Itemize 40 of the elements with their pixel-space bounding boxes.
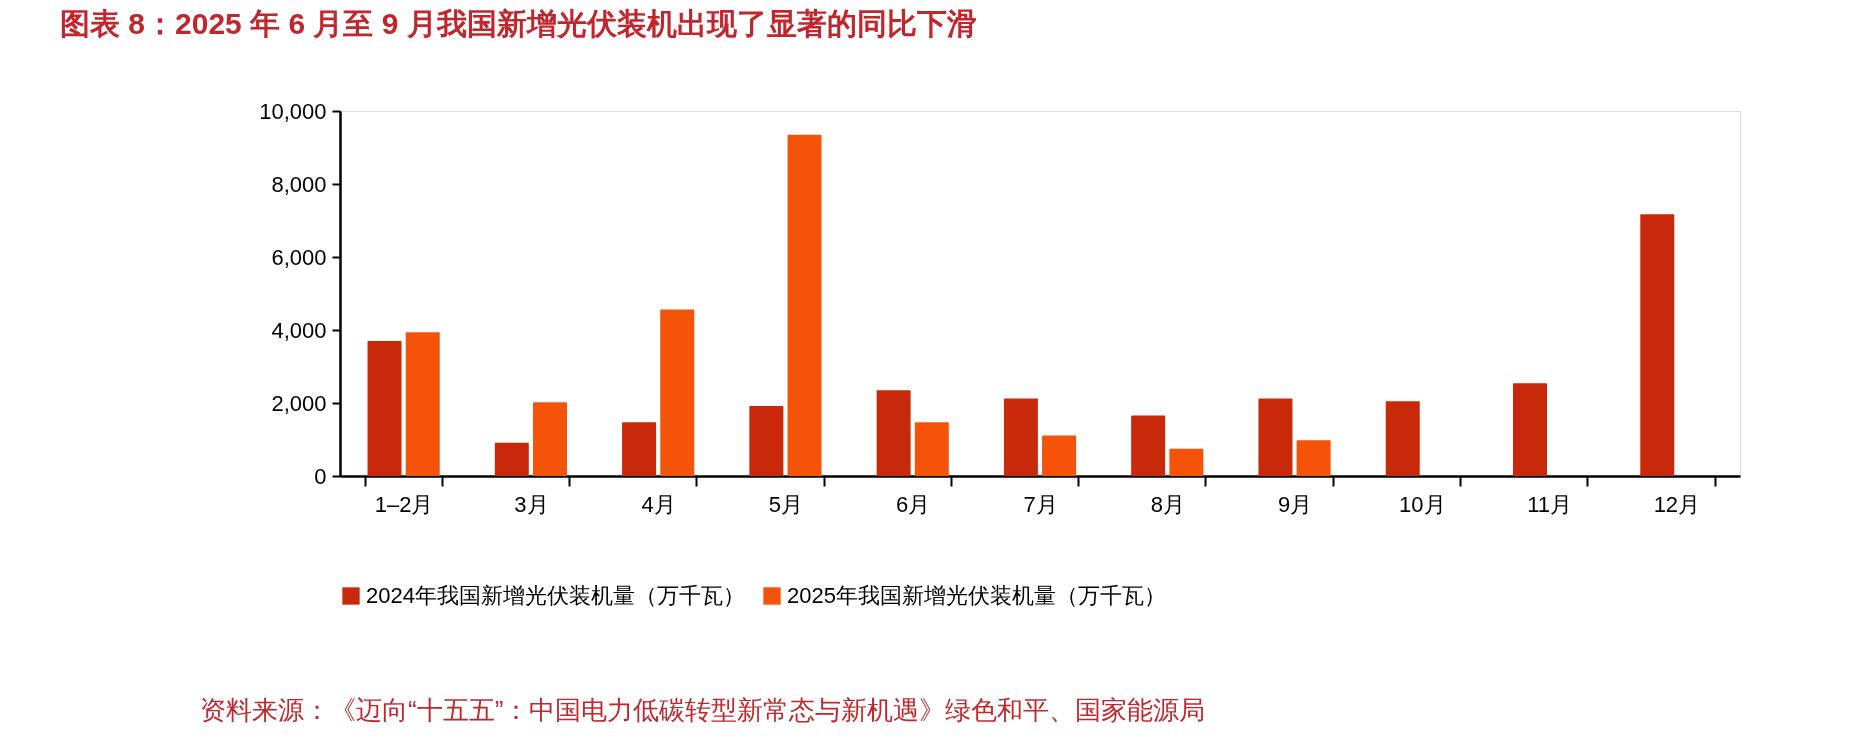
x-tick-label: 11月	[1527, 491, 1573, 517]
x-tick-label: 9月	[1277, 491, 1313, 517]
text: 资料来源：《迈向“十五五”：中国电力低碳转型新常态与新机遇》绿色和平、国家能源局	[200, 695, 1206, 725]
bar	[367, 340, 402, 476]
bar	[749, 405, 784, 476]
y-tick-label: 10,000	[259, 98, 327, 124]
x-tick-label: 6月	[896, 491, 931, 517]
bar	[622, 422, 657, 476]
x-tick-label: 5月	[768, 491, 804, 517]
x-tick-label: 3月	[514, 491, 549, 517]
legend-label: 2025年我国新增光伏装机量（万千瓦）	[787, 583, 1166, 608]
bar	[533, 402, 567, 476]
legend-label: 2024年我国新增光伏装机量（万千瓦）	[366, 583, 745, 608]
x-tick-label: 12月	[1653, 491, 1701, 517]
y-tick-label: 2,000	[271, 390, 327, 416]
bar	[1003, 398, 1038, 476]
bar	[1296, 440, 1331, 476]
y-tick-label: 0	[314, 463, 327, 489]
x-tick-label: 8月	[1150, 491, 1185, 517]
bar	[914, 422, 949, 476]
x-tick-label: 4月	[641, 491, 676, 517]
bar	[1513, 383, 1547, 476]
x-tick-label: 10月	[1399, 491, 1446, 517]
bar	[1042, 435, 1077, 476]
bar	[787, 134, 822, 476]
y-tick-label: 6,000	[271, 244, 327, 270]
bar	[1385, 401, 1420, 476]
x-tick-label: 1–2月	[374, 491, 434, 517]
y-tick-label: 8,000	[271, 171, 327, 197]
bar	[494, 442, 529, 476]
bar	[1640, 214, 1675, 476]
bar	[1131, 415, 1166, 476]
bar	[1169, 448, 1204, 476]
bar	[876, 390, 911, 476]
chart-title: 图表 8：2025 年 6 月至 9 月我国新增光伏装机出现了显著的同比下滑	[60, 7, 977, 40]
bar	[1258, 398, 1293, 476]
bar	[660, 309, 695, 476]
x-tick-label: 7月	[1023, 491, 1058, 517]
y-tick-label: 4,000	[271, 317, 327, 343]
bar	[405, 332, 440, 476]
